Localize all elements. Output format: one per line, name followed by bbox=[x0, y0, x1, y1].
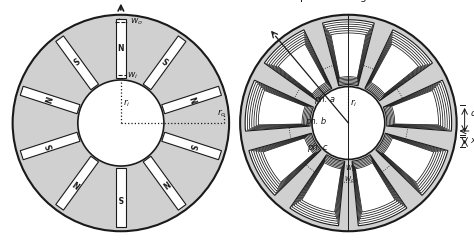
Polygon shape bbox=[290, 155, 345, 226]
Text: S: S bbox=[118, 193, 124, 202]
Polygon shape bbox=[56, 36, 99, 90]
Text: N: N bbox=[159, 178, 170, 189]
Polygon shape bbox=[20, 132, 80, 160]
Text: $r_i$: $r_i$ bbox=[123, 98, 130, 109]
Polygon shape bbox=[116, 168, 126, 227]
Text: N: N bbox=[186, 95, 197, 105]
Text: N: N bbox=[45, 95, 55, 105]
Polygon shape bbox=[116, 19, 126, 78]
Text: $r_i$: $r_i$ bbox=[350, 97, 358, 109]
Text: direct axis: direct axis bbox=[110, 0, 164, 2]
Polygon shape bbox=[264, 30, 332, 101]
Text: $r_o$: $r_o$ bbox=[217, 107, 227, 119]
Text: S: S bbox=[45, 142, 55, 150]
Text: S: S bbox=[73, 58, 82, 68]
Text: S: S bbox=[186, 142, 197, 150]
Polygon shape bbox=[20, 86, 80, 114]
Polygon shape bbox=[365, 30, 432, 101]
Text: ph. c: ph. c bbox=[307, 143, 328, 153]
Text: phase $a$ magnetic axis: phase $a$ magnetic axis bbox=[299, 0, 418, 4]
Polygon shape bbox=[162, 86, 221, 114]
Text: N: N bbox=[72, 178, 82, 189]
Text: S: S bbox=[160, 58, 169, 68]
Polygon shape bbox=[143, 156, 186, 210]
Polygon shape bbox=[322, 20, 374, 86]
Polygon shape bbox=[56, 156, 99, 210]
Polygon shape bbox=[352, 155, 407, 226]
Circle shape bbox=[312, 87, 385, 159]
Circle shape bbox=[13, 15, 229, 231]
Text: $w_o$: $w_o$ bbox=[129, 16, 143, 27]
Circle shape bbox=[240, 15, 456, 231]
Polygon shape bbox=[383, 80, 452, 131]
Text: ph. b: ph. b bbox=[305, 117, 326, 125]
Polygon shape bbox=[143, 36, 186, 90]
Polygon shape bbox=[245, 80, 313, 131]
Text: $\alpha_c$: $\alpha_c$ bbox=[470, 110, 474, 120]
Polygon shape bbox=[376, 133, 448, 195]
Polygon shape bbox=[162, 132, 221, 160]
Text: ph. a: ph. a bbox=[314, 95, 335, 105]
Text: $w_{co}$: $w_{co}$ bbox=[344, 174, 358, 185]
Text: $x_c$: $x_c$ bbox=[470, 137, 474, 147]
Text: N: N bbox=[118, 44, 124, 53]
Polygon shape bbox=[249, 133, 321, 195]
Circle shape bbox=[78, 80, 164, 166]
Text: $w_i$: $w_i$ bbox=[127, 70, 138, 81]
Text: $w_{ci}$: $w_{ci}$ bbox=[345, 163, 358, 174]
